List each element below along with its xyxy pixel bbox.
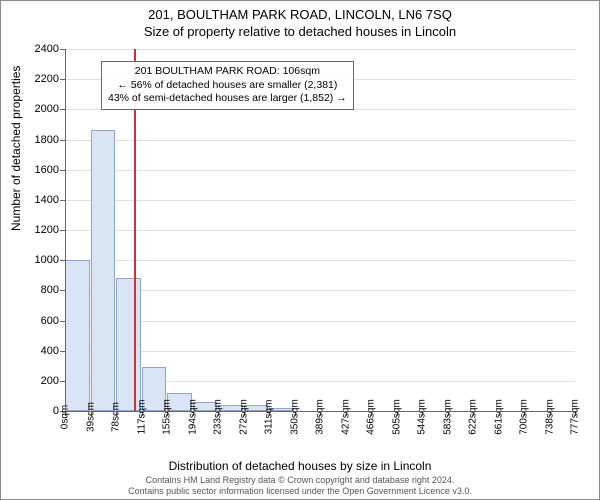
xtick-label: 622sqm <box>468 399 479 435</box>
xtick-label: 78sqm <box>111 402 122 432</box>
ytick-label: 0 <box>53 405 59 417</box>
ytick-label: 800 <box>41 284 59 296</box>
y-axis <box>65 49 66 411</box>
xtick-label: 272sqm <box>238 399 249 435</box>
ytick-label: 1400 <box>35 194 59 206</box>
xtick-label: 777sqm <box>570 399 581 435</box>
annotation-line-1: 201 BOULTHAM PARK ROAD: 106sqm <box>108 65 347 79</box>
ytick-label: 1600 <box>35 164 59 176</box>
footer: Contains HM Land Registry data © Crown c… <box>1 475 599 497</box>
gridline <box>65 140 575 141</box>
xtick-label: 661sqm <box>493 399 504 435</box>
annotation-line-2: ← 56% of detached houses are smaller (2,… <box>108 79 347 93</box>
title-sub: Size of property relative to detached ho… <box>1 24 599 39</box>
xtick-label: 389sqm <box>315 399 326 435</box>
gridline <box>65 351 575 352</box>
ytick-label: 1200 <box>35 224 59 236</box>
title-main: 201, BOULTHAM PARK ROAD, LINCOLN, LN6 7S… <box>1 7 599 22</box>
ytick-label: 2000 <box>35 103 59 115</box>
gridline <box>65 290 575 291</box>
histogram-bar <box>91 130 116 411</box>
xtick-label: 155sqm <box>162 399 173 435</box>
plot-area: 201 BOULTHAM PARK ROAD: 106sqm ← 56% of … <box>65 49 575 411</box>
ytick-label: 2200 <box>35 73 59 85</box>
ytick-label: 2400 <box>35 43 59 55</box>
chart-container: 201, BOULTHAM PARK ROAD, LINCOLN, LN6 7S… <box>0 0 600 500</box>
annotation-line-3: 43% of semi-detached houses are larger (… <box>108 92 347 106</box>
annotation-box: 201 BOULTHAM PARK ROAD: 106sqm ← 56% of … <box>101 61 354 110</box>
gridline <box>65 260 575 261</box>
x-axis-label: Distribution of detached houses by size … <box>1 459 599 473</box>
ytick-label: 200 <box>41 375 59 387</box>
ytick-label: 1000 <box>35 254 59 266</box>
xtick-label: 427sqm <box>340 399 351 435</box>
xtick-label: 233sqm <box>213 399 224 435</box>
y-axis-label: Number of detached properties <box>9 66 23 231</box>
gridline <box>65 200 575 201</box>
xtick-label: 738sqm <box>544 399 555 435</box>
xtick-label: 544sqm <box>417 399 428 435</box>
xtick-label: 505sqm <box>391 399 402 435</box>
x-axis <box>65 411 575 412</box>
xtick-label: 583sqm <box>442 399 453 435</box>
histogram-bar <box>116 278 141 411</box>
xtick-label: 311sqm <box>264 400 275 435</box>
xtick-label: 466sqm <box>366 399 377 435</box>
footer-line-1: Contains HM Land Registry data © Crown c… <box>1 475 599 486</box>
xtick-label: 700sqm <box>519 399 530 435</box>
gridline <box>65 170 575 171</box>
footer-line-2: Contains public sector information licen… <box>1 486 599 497</box>
xtick-label: 350sqm <box>289 399 300 435</box>
gridline <box>65 321 575 322</box>
xtick-label: 117sqm <box>136 400 147 435</box>
ytick-label: 600 <box>41 315 59 327</box>
histogram-bar <box>65 260 90 411</box>
xtick-label: 194sqm <box>187 399 198 435</box>
ytick-label: 1800 <box>35 134 59 146</box>
xtick-label: 39sqm <box>85 402 96 432</box>
gridline <box>65 230 575 231</box>
gridline <box>65 49 575 50</box>
ytick-label: 400 <box>41 345 59 357</box>
